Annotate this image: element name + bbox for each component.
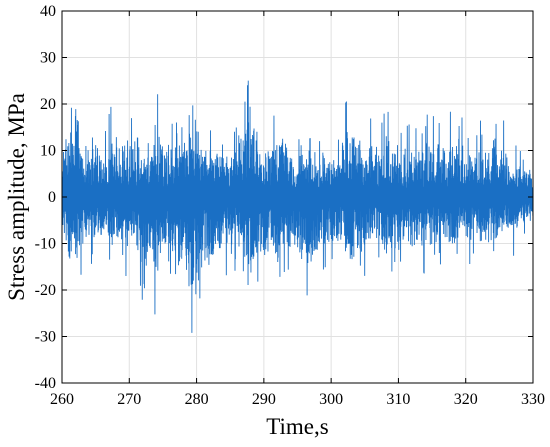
y-tick-label: -40 bbox=[35, 375, 56, 392]
x-tick-label: 330 bbox=[521, 391, 545, 408]
y-tick-label: -30 bbox=[35, 329, 56, 346]
x-tick-label: 280 bbox=[185, 391, 209, 408]
x-tick-label: 260 bbox=[50, 391, 74, 408]
y-tick-label: 30 bbox=[40, 50, 56, 67]
series-line bbox=[61, 80, 534, 333]
x-tick-label: 310 bbox=[386, 391, 410, 408]
y-tick-label: 20 bbox=[40, 96, 56, 113]
x-tick-label: 270 bbox=[117, 391, 141, 408]
y-axis-title: Stress amplitude, MPa bbox=[4, 93, 29, 301]
y-tick-label: 0 bbox=[48, 189, 56, 206]
y-tick-label: -20 bbox=[35, 282, 56, 299]
x-tick-label: 290 bbox=[252, 391, 276, 408]
x-axis-title: Time,s bbox=[266, 414, 328, 439]
stress-series-line bbox=[61, 80, 534, 333]
x-tick-label: 320 bbox=[454, 391, 478, 408]
x-tick-label: 300 bbox=[319, 391, 343, 408]
y-tick-label: 10 bbox=[40, 143, 56, 160]
axis-ticks: 260 270 280 290 300 310 320 330 40 30 20 10 0 -10 -20 -… bbox=[35, 3, 545, 408]
y-tick-label: -10 bbox=[35, 236, 56, 253]
y-tick-label: 40 bbox=[40, 3, 56, 20]
